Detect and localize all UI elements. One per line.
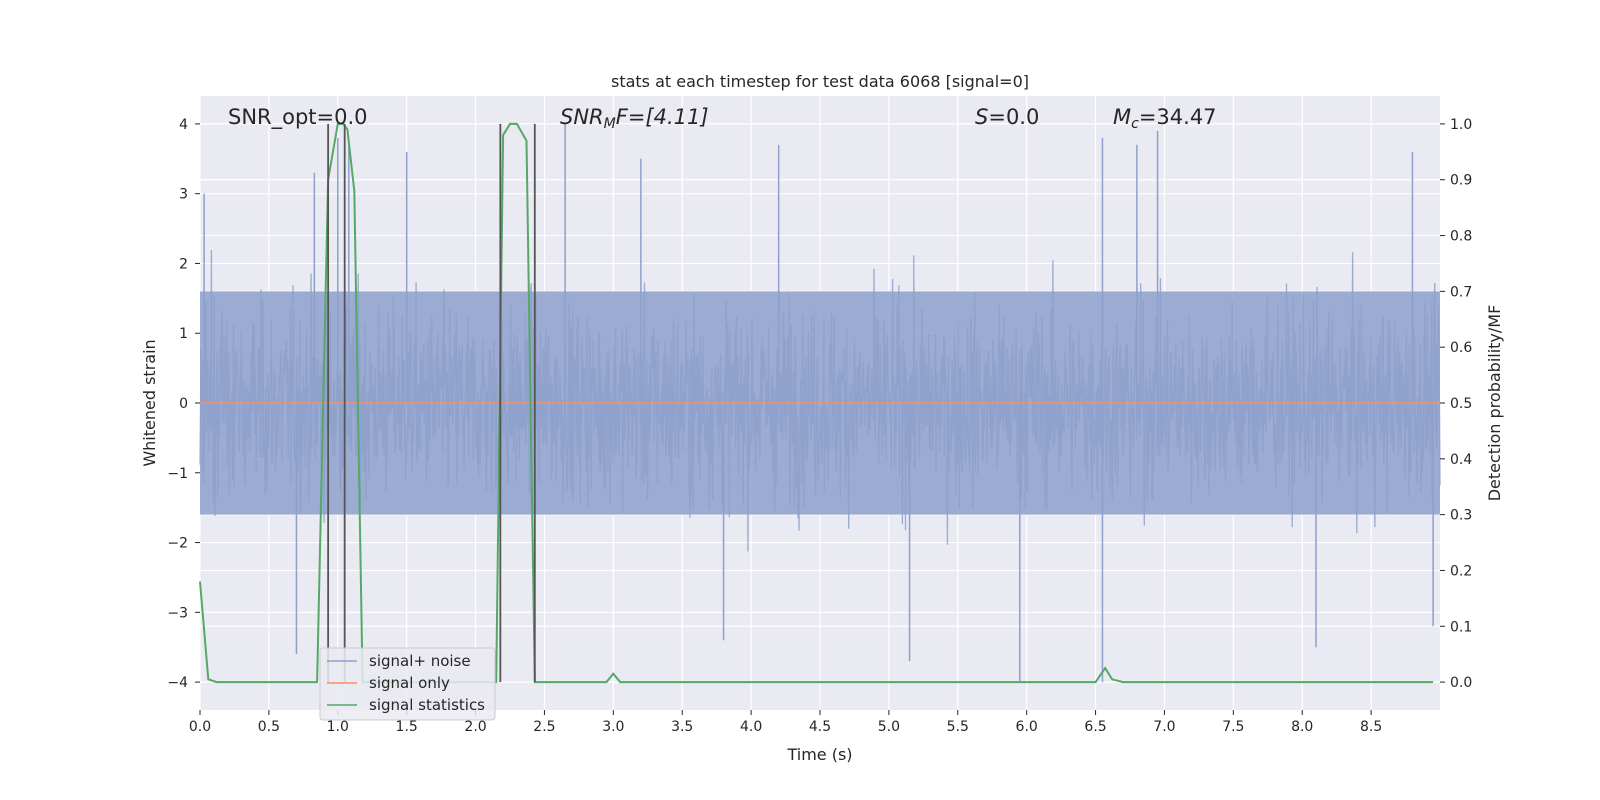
x-tick-label: 4.5	[809, 719, 831, 735]
y-tick-label: 3	[179, 187, 188, 203]
x-tick-label: 2.5	[533, 719, 555, 735]
legend-box	[319, 647, 496, 721]
y-right-tick-label: 0.3	[1450, 508, 1472, 524]
annotation-mc-main: M	[1113, 105, 1131, 129]
signal-statistics-line	[199, 122, 1434, 684]
x-tick-label: 8.0	[1291, 719, 1313, 735]
y-tick-label: −1	[167, 466, 188, 482]
annotation-s: S=0.0	[975, 105, 1039, 129]
x-tick-label: 0.5	[258, 719, 280, 735]
legend-label-signal-statistics: signal statistics	[369, 696, 485, 714]
annotation-mc-rest: =34.47	[1139, 105, 1217, 129]
x-tick-label: 1.0	[327, 719, 349, 735]
x-tick-label: 7.0	[1153, 719, 1175, 735]
x-tick-label: 0.0	[189, 719, 211, 735]
annotation-mc: Mc=34.47	[1113, 105, 1217, 132]
annotation-snr-mf-rest: F=[4.11]	[616, 105, 709, 129]
x-tick-label: 3.5	[671, 719, 693, 735]
x-tick-label: 4.0	[740, 719, 762, 735]
y-right-tick-label: 0.8	[1450, 229, 1472, 245]
y-right-tick-label: 0.1	[1450, 619, 1472, 635]
x-tick-label: 6.5	[1084, 719, 1106, 735]
ticks: 0.0 0.5 1.0 1.5 2.0 2.5 3.0 3.5 4.0 4.5 5.0 5.5 6.0 6…	[167, 117, 1472, 735]
y-right-tick-label: 0.2	[1450, 563, 1472, 579]
x-tick-label: 5.0	[878, 719, 900, 735]
y-tick-label: 1	[179, 326, 188, 342]
x-tick-label: 3.0	[602, 719, 624, 735]
y-tick-label: 2	[179, 256, 188, 272]
x-tick-label: 8.5	[1360, 719, 1382, 735]
y-right-tick-label: 0.5	[1450, 396, 1472, 412]
y-right-tick-label: 0.4	[1450, 452, 1472, 468]
y-axis-label: Whitened strain	[140, 339, 159, 466]
x-tick-label: 1.5	[396, 719, 418, 735]
y-tick-label: −2	[167, 536, 188, 552]
y-axis-label-right: Detection probability/MF	[1485, 305, 1504, 502]
y-tick-label: 0	[179, 396, 188, 412]
series-lines	[199, 122, 1440, 684]
y-tick-label: −4	[167, 675, 188, 691]
annotation-snr-opt: SNR_opt=0.0	[228, 105, 368, 130]
legend-label-signal-noise: signal+ noise	[369, 652, 471, 670]
x-tick-label: 6.0	[1016, 719, 1038, 735]
annotation-snr-mf: SNRMF=[4.11]	[560, 105, 709, 132]
legend-label-signal-only: signal only	[369, 674, 450, 692]
y-right-tick-label: 0.9	[1450, 173, 1472, 189]
x-tick-label: 2.0	[464, 719, 486, 735]
legend: signal+ noise signal only signal statist…	[319, 647, 496, 721]
annotation-s-main: S	[975, 105, 988, 129]
x-axis-label: Time (s)	[786, 745, 852, 764]
vertical-markers	[327, 123, 536, 683]
chart-title: stats at each timestep for test data 606…	[611, 72, 1029, 91]
annotation-snr-mf-main: SNR	[560, 105, 604, 129]
y-right-tick-label: 1.0	[1450, 117, 1472, 133]
annotation-mc-sub: c	[1131, 116, 1139, 132]
y-tick-label: 4	[179, 117, 188, 133]
y-tick-label: −3	[167, 605, 188, 621]
x-tick-label: 5.5	[947, 719, 969, 735]
y-right-tick-label: 0.7	[1450, 284, 1472, 300]
annotation-snr-mf-sub: M	[604, 116, 616, 132]
y-right-tick-label: 0.0	[1450, 675, 1472, 691]
annotation-s-rest: =0.0	[988, 105, 1039, 129]
x-tick-label: 7.5	[1222, 719, 1244, 735]
y-right-tick-label: 0.6	[1450, 340, 1472, 356]
